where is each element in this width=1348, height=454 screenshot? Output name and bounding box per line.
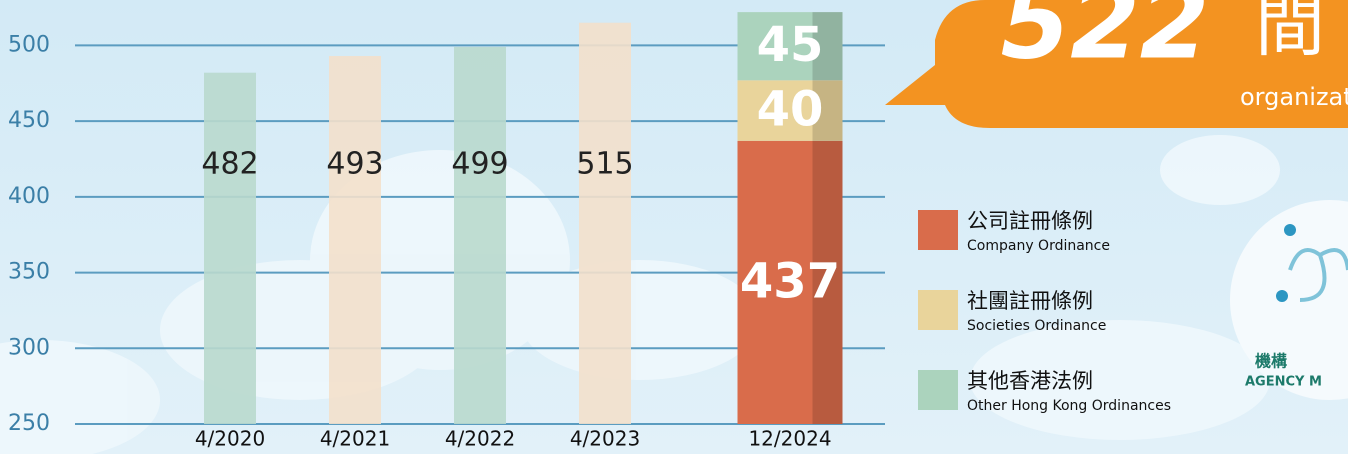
logo-zh: 機構 [1255,352,1287,371]
headline-number: 522 [1001,0,1210,81]
x-tick-label: 4/2021 [320,427,390,451]
value-label: 493 [326,147,383,182]
y-tick-label: 450 [8,108,50,133]
x-tick-label: 4/2022 [445,427,515,451]
value-label: 482 [201,147,258,182]
bar [579,23,631,424]
bar [204,73,256,424]
y-tick-label: 400 [8,184,50,209]
logo-en: AGENCY M [1245,375,1322,390]
legend-sublabel: Other Hong Kong Ordinances [967,398,1171,414]
value-label: 437 [740,253,840,309]
x-tick-label: 12/2024 [748,427,831,451]
x-tick-label: 4/2020 [195,427,265,451]
x-tick-label: 4/2023 [570,427,640,451]
legend-sublabel: Company Ordinance [967,238,1110,254]
headline-unit: 間 [1255,0,1325,66]
y-tick-label: 250 [8,411,50,436]
legend-swatch [918,210,958,250]
y-tick-label: 500 [8,32,50,57]
headline: 522 間 organizations [885,0,1348,128]
y-tick-label: 350 [8,260,50,285]
value-label: 515 [576,147,633,182]
infographic: 250 300 350 400 450 500 4/2020 482 4/2021 493 4/2… [0,0,1348,454]
legend-swatch [918,370,958,410]
headline-subtitle: organizations [1240,83,1348,111]
legend-swatch [918,290,958,330]
y-tick-label: 300 [8,335,50,360]
value-label: 40 [757,82,824,138]
value-label: 45 [757,17,824,73]
logo-dot [1276,290,1288,302]
bar [329,56,381,424]
legend-sublabel: Societies Ordinance [967,318,1106,334]
legend-label: 公司註冊條例 [967,209,1093,233]
logo-dot [1284,224,1296,236]
bar [454,47,506,424]
value-label: 499 [451,147,508,182]
legend-label: 其他香港法例 [967,369,1093,393]
legend-label: 社團註冊條例 [967,289,1093,313]
